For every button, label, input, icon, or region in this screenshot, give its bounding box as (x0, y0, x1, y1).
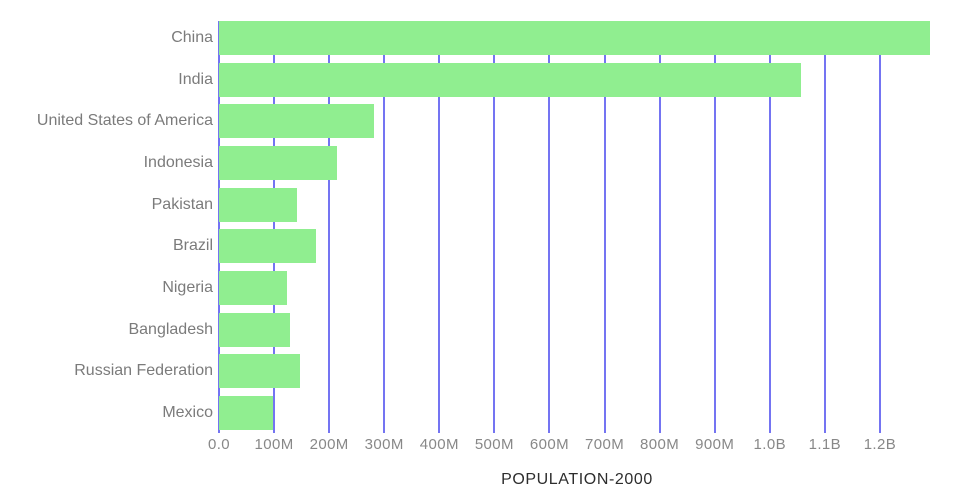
bar-bangladesh[interactable] (219, 312, 291, 347)
x-tick-label: 200M (309, 436, 349, 453)
x-tick-label: 0.0 (207, 436, 231, 453)
x-tick-label: 400M (419, 436, 459, 453)
bar-nigeria[interactable] (219, 271, 287, 306)
gridline-300M (383, 21, 386, 433)
gridline-600M (548, 21, 551, 433)
gridline-100M (273, 21, 276, 433)
gridline-800M (658, 21, 661, 433)
category-label-nigeria: Nigeria (162, 279, 213, 297)
category-label-pakistan: Pakistan (151, 195, 213, 213)
category-label-united-states-of-america: United States of America (36, 112, 213, 130)
x-tick-label: 1.1B (808, 436, 842, 453)
x-tick-label: 1.2B (863, 436, 897, 453)
x-tick-label: 100M (254, 436, 294, 453)
gridline-1.2B (878, 21, 881, 433)
gridline-1.1B (823, 21, 826, 433)
category-label-bangladesh: Bangladesh (128, 320, 213, 338)
gridline-400M (438, 21, 441, 433)
bar-pakistan[interactable] (219, 187, 298, 222)
gridline-900M (713, 21, 716, 433)
bar-mexico[interactable] (219, 396, 273, 431)
bar-brazil[interactable] (219, 229, 316, 264)
gridline-1.0B (768, 21, 771, 433)
gridline-700M (603, 21, 606, 433)
gridline-500M (493, 21, 496, 433)
gridline-200M (328, 21, 331, 433)
x-tick-label: 1.0B (753, 436, 786, 453)
bar-india[interactable] (219, 62, 801, 97)
category-label-india: India (178, 70, 213, 88)
category-label-russian-federation: Russian Federation (74, 362, 213, 380)
x-tick-label: 800M (640, 436, 680, 453)
x-tick-label: 700M (584, 436, 625, 453)
gridline-0.0 (218, 21, 220, 433)
category-label-indonesia: Indonesia (143, 153, 213, 171)
bar-united-states-of-america[interactable] (219, 104, 375, 139)
category-label-china: China (171, 28, 213, 46)
chart-title: POPULATION-2000 (501, 471, 653, 488)
bar-indonesia[interactable] (219, 145, 337, 180)
bar-russian-federation[interactable] (219, 354, 300, 389)
x-tick-label: 500M (474, 436, 514, 453)
x-tick-label: 600M (529, 436, 570, 453)
category-label-brazil: Brazil (172, 237, 213, 255)
x-tick-label: 900M (695, 436, 735, 453)
x-tick-label: 300M (364, 436, 404, 453)
bar-china[interactable] (219, 20, 931, 55)
category-label-mexico: Mexico (162, 404, 213, 422)
